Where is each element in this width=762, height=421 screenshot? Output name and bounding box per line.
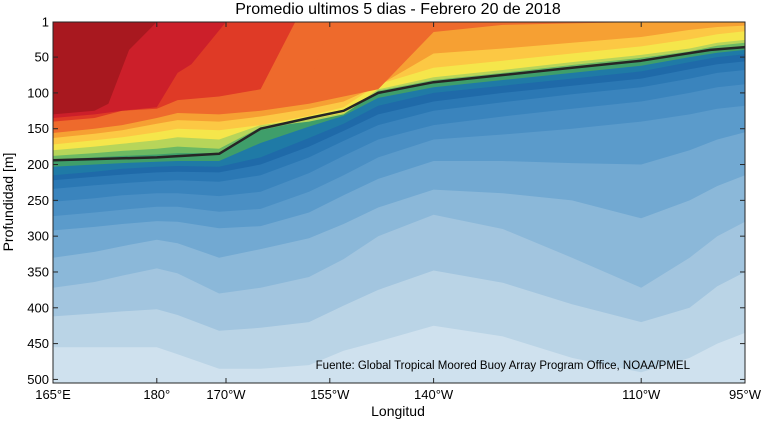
source-annotation: Fuente: Global Tropical Moored Buoy Arra… — [316, 360, 691, 372]
x-axis-label: Longitud — [371, 403, 425, 419]
y-axis-label: Profundidad [m] — [0, 153, 16, 252]
plot-area — [53, 22, 745, 383]
y-tick-label: 200 — [27, 157, 49, 172]
y-tick-label: 250 — [27, 193, 49, 208]
y-tick-label: 350 — [27, 264, 49, 279]
chart-title: Promedio ultimos 5 dias - Febrero 20 de … — [235, 1, 561, 18]
x-tick-label: 155°W — [310, 387, 350, 402]
y-tick-label: 450 — [27, 336, 49, 351]
x-tick-label: 95°W — [729, 387, 762, 402]
y-tick-label: 400 — [27, 300, 49, 315]
y-tick-label: 1 — [42, 15, 49, 30]
y-tick-label: 50 — [35, 50, 49, 65]
x-tick-label: 140°W — [414, 387, 454, 402]
thermocline-layer — [53, 45, 745, 162]
warm-band — [53, 22, 157, 115]
y-tick-label: 500 — [27, 372, 49, 387]
x-tick-label: 170°W — [206, 387, 246, 402]
x-tick-label: 110°W — [622, 387, 661, 402]
y-tick-label: 100 — [27, 85, 49, 100]
x-axis: 165°E 180° 170°W 155°W 140°W 110°W 95°W — [35, 22, 762, 402]
plot-frame — [52, 21, 746, 384]
x-tick-label: 180° — [143, 387, 170, 402]
y-tick-label: 300 — [27, 229, 49, 244]
x-tick-label: 165°E — [35, 387, 71, 402]
thermocline-line — [53, 45, 745, 162]
y-tick-label: 150 — [27, 121, 49, 136]
